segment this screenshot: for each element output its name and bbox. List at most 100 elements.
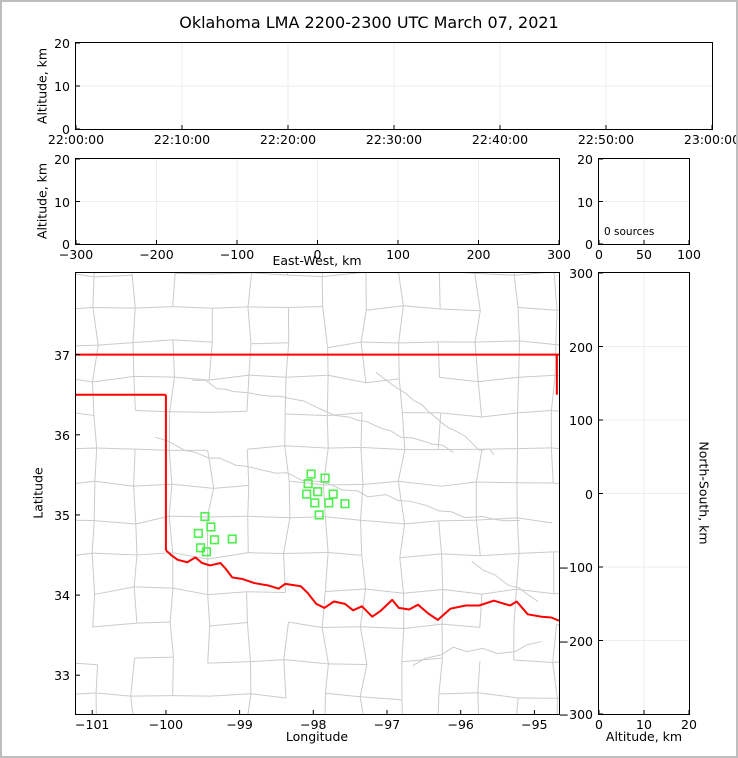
county-line bbox=[287, 274, 323, 278]
county-line bbox=[92, 276, 95, 308]
y-axis-label-map: Latitude bbox=[30, 467, 46, 519]
county-line bbox=[550, 447, 554, 483]
county-line bbox=[92, 375, 134, 383]
county-line bbox=[514, 273, 548, 276]
x-tick-label: −100 bbox=[148, 717, 184, 732]
county-line bbox=[555, 310, 558, 345]
county-line bbox=[283, 517, 291, 554]
county-line bbox=[437, 694, 440, 714]
county-line bbox=[172, 339, 175, 378]
county-line bbox=[553, 273, 558, 311]
county-line bbox=[516, 448, 519, 483]
x-tick-label: 0 bbox=[313, 247, 322, 262]
station-marker bbox=[324, 498, 334, 508]
county-line bbox=[478, 376, 519, 383]
county-line bbox=[397, 449, 406, 482]
y-tick-label: 0 bbox=[585, 486, 593, 502]
county-line bbox=[441, 589, 444, 625]
county-line bbox=[93, 274, 133, 278]
y-tick-label: 10 bbox=[54, 79, 70, 94]
y-tick-label: 20 bbox=[54, 36, 70, 51]
y-tick-label: 20 bbox=[577, 152, 593, 167]
county-line bbox=[132, 339, 174, 344]
county-line bbox=[76, 552, 93, 556]
station-marker bbox=[200, 511, 210, 522]
county-line bbox=[326, 375, 329, 416]
county-line bbox=[247, 273, 253, 307]
county-line bbox=[133, 486, 137, 525]
county-line bbox=[288, 305, 323, 309]
county-line bbox=[397, 481, 406, 524]
county-line bbox=[91, 553, 96, 595]
county-line bbox=[324, 663, 329, 694]
county-line bbox=[247, 306, 252, 344]
panel-time-height bbox=[75, 42, 713, 130]
county-line bbox=[360, 519, 405, 525]
county-line bbox=[207, 661, 251, 664]
county-line bbox=[398, 273, 404, 306]
river-line bbox=[375, 371, 495, 456]
county-line bbox=[439, 376, 479, 383]
station-markers bbox=[193, 469, 350, 557]
county-line bbox=[551, 409, 559, 412]
county-line bbox=[479, 594, 483, 628]
county-line bbox=[131, 275, 136, 309]
county-line bbox=[207, 626, 211, 664]
county-line bbox=[442, 588, 482, 595]
county-line bbox=[283, 622, 289, 660]
county-line bbox=[283, 659, 287, 699]
county-line bbox=[552, 624, 557, 663]
county-line bbox=[399, 557, 405, 594]
y-tick-label: 300 bbox=[569, 266, 593, 281]
x-tick-label: −200 bbox=[139, 247, 174, 262]
county-line bbox=[169, 621, 174, 658]
county-line bbox=[132, 308, 136, 343]
panel-east-west-height bbox=[75, 158, 560, 245]
county-line bbox=[284, 445, 290, 482]
x-axis-label-map: Longitude bbox=[285, 729, 349, 744]
y-tick-label: 0 bbox=[585, 237, 593, 252]
county-line bbox=[133, 554, 138, 587]
county-line bbox=[130, 657, 136, 697]
county-line bbox=[366, 305, 404, 311]
county-line bbox=[517, 306, 558, 311]
county-line bbox=[248, 343, 252, 376]
county-line bbox=[360, 696, 402, 701]
panel-altitude-histogram bbox=[598, 158, 690, 245]
county-line bbox=[403, 623, 443, 630]
county-line bbox=[76, 480, 95, 484]
y-tick-label: 10 bbox=[577, 194, 593, 210]
county-line bbox=[135, 515, 170, 525]
county-line bbox=[399, 523, 406, 558]
county-line bbox=[284, 377, 287, 414]
county-line bbox=[360, 520, 363, 556]
county-line bbox=[477, 660, 481, 693]
county-line bbox=[247, 516, 249, 553]
x-tick-label: 100 bbox=[386, 247, 410, 262]
county-line bbox=[209, 693, 251, 697]
county-line bbox=[130, 695, 173, 697]
county-line bbox=[289, 480, 324, 486]
x-tick-label: 50 bbox=[636, 247, 652, 262]
county-line bbox=[174, 376, 210, 381]
county-line bbox=[247, 445, 285, 450]
county-line bbox=[325, 516, 361, 521]
station-marker bbox=[320, 473, 330, 483]
county-line bbox=[477, 692, 519, 699]
county-line bbox=[209, 374, 250, 381]
county-line bbox=[250, 659, 284, 663]
county-line bbox=[94, 480, 134, 487]
county-line bbox=[516, 697, 519, 714]
river-line bbox=[154, 436, 520, 522]
county-line bbox=[283, 553, 286, 593]
county-line bbox=[328, 446, 361, 449]
county-line bbox=[283, 551, 329, 555]
panel-north-south-height bbox=[598, 272, 690, 715]
county-line bbox=[552, 661, 559, 663]
county-line bbox=[398, 342, 400, 379]
county-line bbox=[556, 624, 559, 626]
county-line bbox=[513, 275, 519, 308]
county-line bbox=[360, 341, 367, 383]
county-line bbox=[92, 306, 136, 309]
x-tick-label: 22:40:00 bbox=[471, 132, 529, 147]
